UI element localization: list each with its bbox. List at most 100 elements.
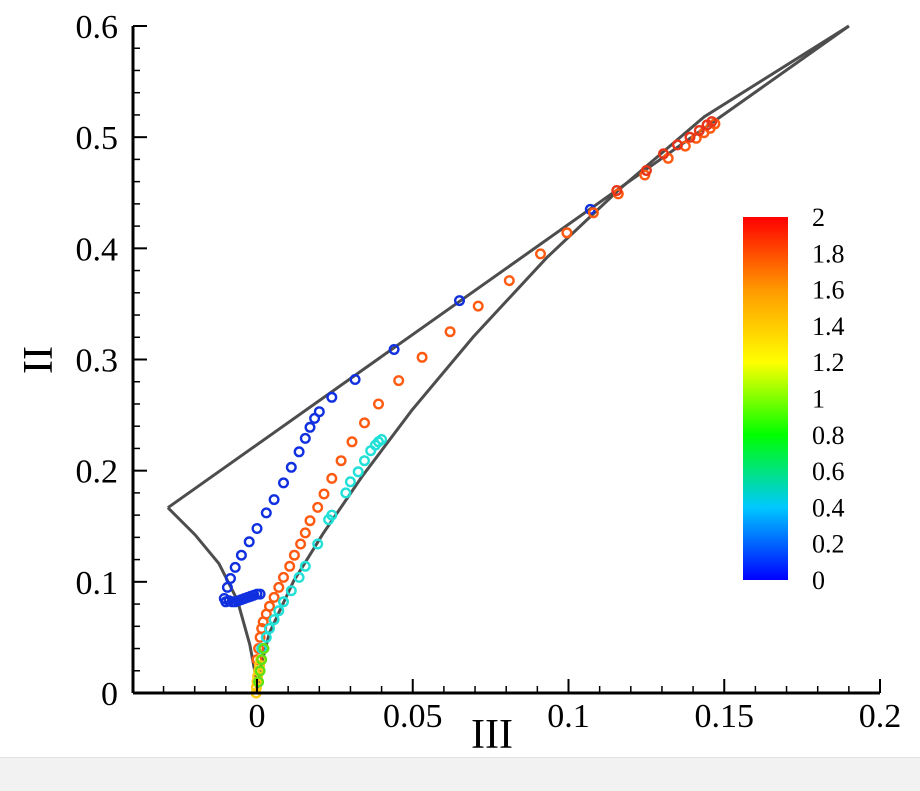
data-point (254, 588, 266, 600)
data-point (258, 643, 270, 655)
tick-layer: 0 0.05 0.1 0.15 0.2 0 0.1 0.2 0.3 0.4 0.5 0.6 (76, 9, 902, 735)
data-point (285, 461, 297, 473)
y-tick-label: 0.1 (76, 565, 119, 602)
data-point (444, 326, 456, 338)
data-point (393, 375, 405, 387)
data-point (295, 538, 307, 550)
data-point (235, 549, 247, 561)
data-point (326, 391, 338, 403)
data-point (359, 417, 371, 429)
data-point (388, 344, 400, 356)
data-point (299, 560, 311, 572)
data-point (254, 665, 266, 677)
colorbar-tick-label: 1.6 (812, 276, 845, 305)
boundary-upper-line (167, 24, 850, 509)
y-tick-label: 0.2 (76, 454, 119, 491)
colorbar-tick-label: 1.4 (812, 312, 845, 341)
colorbar-tick-label: 0.2 (812, 530, 845, 559)
data-point (221, 581, 233, 593)
y-tick-label: 0.4 (76, 231, 119, 268)
data-point (264, 623, 276, 635)
data-point (273, 581, 285, 593)
data-point (304, 515, 316, 527)
y-tick-label: 0.6 (76, 9, 119, 46)
data-point (253, 659, 265, 671)
data-point (658, 148, 670, 160)
data-point (243, 536, 255, 548)
data-point (672, 139, 684, 151)
data-point (284, 560, 296, 572)
data-point (304, 421, 316, 433)
y-tick-label: 0.5 (76, 120, 119, 157)
data-point (326, 472, 338, 484)
data-point (299, 432, 311, 444)
data-point (318, 488, 330, 500)
data-point (561, 227, 573, 239)
colorbar-tick-label: 0.4 (812, 493, 845, 522)
data-point (312, 501, 324, 513)
data-point (293, 446, 305, 458)
data-point (340, 487, 352, 499)
y-tick-label: 0.3 (76, 343, 119, 380)
x-axis-label: III (471, 712, 513, 758)
data-point (256, 654, 268, 666)
data-point (503, 275, 515, 287)
data-point (268, 494, 280, 506)
data-point (313, 406, 325, 418)
data-point (273, 605, 285, 617)
data-point (268, 614, 280, 626)
data-point (251, 523, 263, 535)
data-point (293, 571, 305, 583)
data-point (684, 131, 696, 143)
colorbar-tick-label: 0.8 (812, 421, 845, 450)
x-tick-label: 0 (249, 698, 266, 735)
colorbar-tick-label: 1.8 (812, 239, 845, 268)
colorbar-tick-label: 1.2 (812, 348, 845, 377)
colorbar: 0 0.2 0.4 0.6 0.8 1 1.2 1.4 1.6 1.8 2 (743, 203, 845, 595)
data-point (587, 207, 599, 219)
marker-layer (218, 116, 721, 699)
colorbar-tick-label: 2 (812, 203, 825, 232)
data-point (278, 596, 290, 608)
data-point (335, 455, 347, 467)
data-point (285, 585, 297, 597)
data-point (224, 573, 236, 585)
boundary-right-curve (255, 24, 850, 694)
data-point (454, 295, 466, 307)
data-point (373, 398, 385, 410)
data-point (253, 676, 265, 688)
data-point (260, 507, 272, 519)
data-point (268, 591, 280, 603)
bottom-strip (0, 757, 920, 791)
data-point (416, 351, 428, 363)
data-point (346, 436, 358, 448)
data-point (472, 300, 484, 312)
data-point (299, 527, 311, 539)
data-point (264, 600, 276, 612)
data-point (312, 538, 324, 550)
colorbar-tick-label: 0 (812, 566, 825, 595)
data-point (706, 116, 718, 128)
data-point (251, 654, 263, 666)
data-point (359, 455, 371, 467)
colorbar-gradient (743, 217, 788, 580)
data-point (326, 509, 338, 521)
data-point (278, 477, 290, 489)
data-point (349, 374, 361, 386)
data-point (352, 466, 364, 478)
data-point (693, 124, 705, 136)
data-point (260, 631, 272, 643)
colorbar-tick-label: 0.6 (812, 457, 845, 486)
data-point (229, 561, 241, 573)
data-point (288, 549, 300, 561)
data-point (535, 248, 547, 260)
colorbar-tick-labels: 0 0.2 0.4 0.6 0.8 1 1.2 1.4 1.6 1.8 2 (812, 203, 845, 595)
colorbar-tick-label: 1 (812, 385, 825, 414)
data-point (640, 164, 652, 176)
y-tick-label: 0 (101, 676, 118, 713)
x-tick-label: 0.2 (859, 698, 902, 735)
data-point (344, 476, 356, 488)
data-point (611, 184, 623, 196)
x-tick-label: 0.1 (547, 698, 590, 735)
x-tick-label: 0.15 (695, 698, 755, 735)
